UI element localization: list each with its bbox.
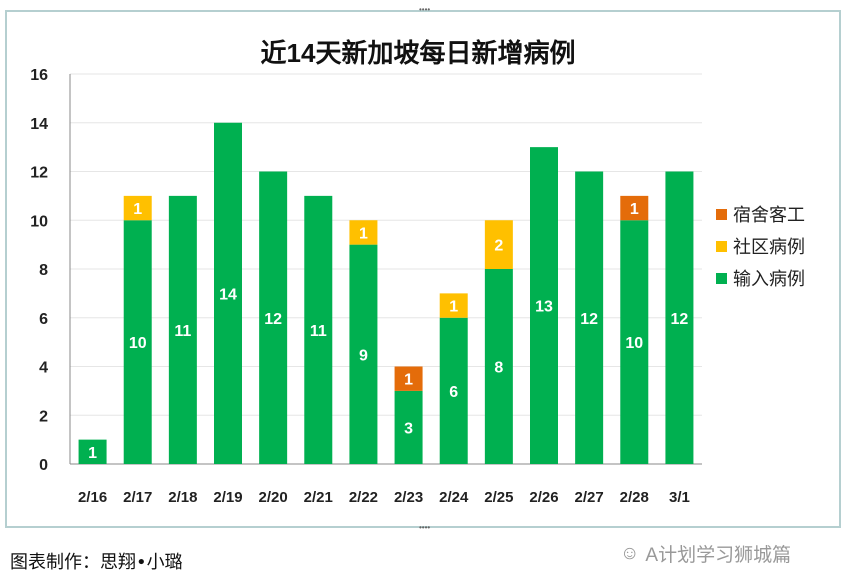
bar-输入病例 bbox=[620, 220, 649, 464]
data-label: 2 bbox=[494, 238, 503, 255]
chart-title: 近14天新加坡每日新增病例 bbox=[261, 38, 576, 68]
x-tick-label: 2/23 bbox=[394, 489, 423, 506]
data-label: 6 bbox=[449, 384, 458, 401]
data-label: 13 bbox=[535, 299, 553, 316]
bar-输入病例 bbox=[304, 195, 333, 464]
data-label: 1 bbox=[133, 201, 142, 218]
chart: 近14天新加坡每日新增病例024681012141612/161012/1711… bbox=[30, 38, 805, 506]
caption: 图表制作：思翔•小璐 bbox=[10, 552, 183, 573]
bar-输入病例 bbox=[484, 269, 513, 464]
x-tick-label: 2/24 bbox=[439, 489, 469, 506]
data-label: 12 bbox=[580, 311, 598, 328]
resize-handle-top[interactable]: •••• bbox=[419, 5, 431, 14]
y-tick-label: 0 bbox=[39, 457, 48, 474]
x-tick-label: 2/27 bbox=[575, 489, 604, 506]
y-tick-label: 10 bbox=[30, 213, 48, 230]
bar-输入病例 bbox=[349, 244, 378, 464]
data-label: 3 bbox=[404, 420, 413, 437]
bar-社区病例 bbox=[349, 220, 378, 245]
bar-输入病例 bbox=[168, 195, 197, 464]
x-tick-label: 2/21 bbox=[304, 489, 333, 506]
bar-宿舍客工 bbox=[394, 366, 423, 391]
legend-label: 社区病例 bbox=[733, 237, 805, 258]
y-tick-label: 8 bbox=[39, 262, 48, 279]
bar-输入病例 bbox=[259, 171, 288, 464]
y-tick-label: 2 bbox=[39, 408, 48, 425]
data-label: 12 bbox=[264, 311, 282, 328]
y-tick-label: 4 bbox=[39, 360, 48, 377]
legend-swatch bbox=[716, 241, 727, 252]
bar-输入病例 bbox=[530, 147, 558, 464]
bar-输入病例 bbox=[214, 122, 242, 464]
x-tick-label: 2/16 bbox=[78, 489, 107, 506]
data-label: 10 bbox=[129, 335, 147, 352]
bar-社区病例 bbox=[123, 195, 152, 221]
x-tick-label: 2/19 bbox=[213, 489, 242, 506]
x-tick-label: 2/22 bbox=[349, 489, 378, 506]
bar-输入病例 bbox=[394, 390, 423, 464]
legend-swatch bbox=[716, 209, 727, 220]
wechat-icon: ☺ bbox=[620, 542, 640, 564]
data-label: 9 bbox=[359, 347, 368, 364]
x-tick-label: 2/28 bbox=[620, 489, 649, 506]
bar-输入病例 bbox=[78, 439, 107, 464]
legend-label: 宿舍客工 bbox=[733, 205, 805, 226]
x-tick-label: 2/26 bbox=[529, 489, 558, 506]
bar-社区病例 bbox=[484, 220, 513, 269]
data-label: 1 bbox=[88, 445, 97, 462]
x-tick-label: 2/25 bbox=[484, 489, 513, 506]
resize-handle-bottom[interactable]: •••• bbox=[419, 523, 431, 532]
legend-label: 输入病例 bbox=[733, 269, 805, 290]
data-label: 8 bbox=[494, 360, 503, 377]
data-label: 10 bbox=[625, 335, 643, 352]
y-tick-label: 12 bbox=[30, 165, 48, 182]
bar-社区病例 bbox=[439, 293, 468, 318]
y-tick-label: 6 bbox=[39, 311, 48, 328]
watermark-text: A计划学习狮城篇 bbox=[645, 545, 792, 566]
bar-宿舍客工 bbox=[620, 195, 649, 221]
data-label: 14 bbox=[219, 286, 237, 303]
data-label: 11 bbox=[174, 323, 191, 340]
bar-输入病例 bbox=[575, 171, 604, 464]
data-label: 1 bbox=[359, 225, 368, 242]
bar-输入病例 bbox=[123, 220, 152, 464]
legend-swatch bbox=[716, 273, 727, 284]
y-tick-label: 14 bbox=[30, 116, 48, 133]
x-tick-label: 2/20 bbox=[259, 489, 288, 506]
x-tick-label: 2/17 bbox=[123, 489, 152, 506]
x-tick-label: 2/18 bbox=[168, 489, 197, 506]
data-label: 1 bbox=[449, 299, 458, 316]
watermark: ☺ A计划学习狮城篇 bbox=[620, 540, 791, 567]
data-label: 11 bbox=[310, 323, 327, 340]
data-label: 1 bbox=[630, 201, 639, 218]
y-tick-label: 16 bbox=[30, 67, 48, 84]
data-label: 1 bbox=[404, 372, 413, 389]
x-tick-label: 3/1 bbox=[669, 489, 690, 506]
data-label: 12 bbox=[671, 311, 689, 328]
bar-输入病例 bbox=[665, 171, 694, 464]
bar-输入病例 bbox=[439, 317, 468, 464]
